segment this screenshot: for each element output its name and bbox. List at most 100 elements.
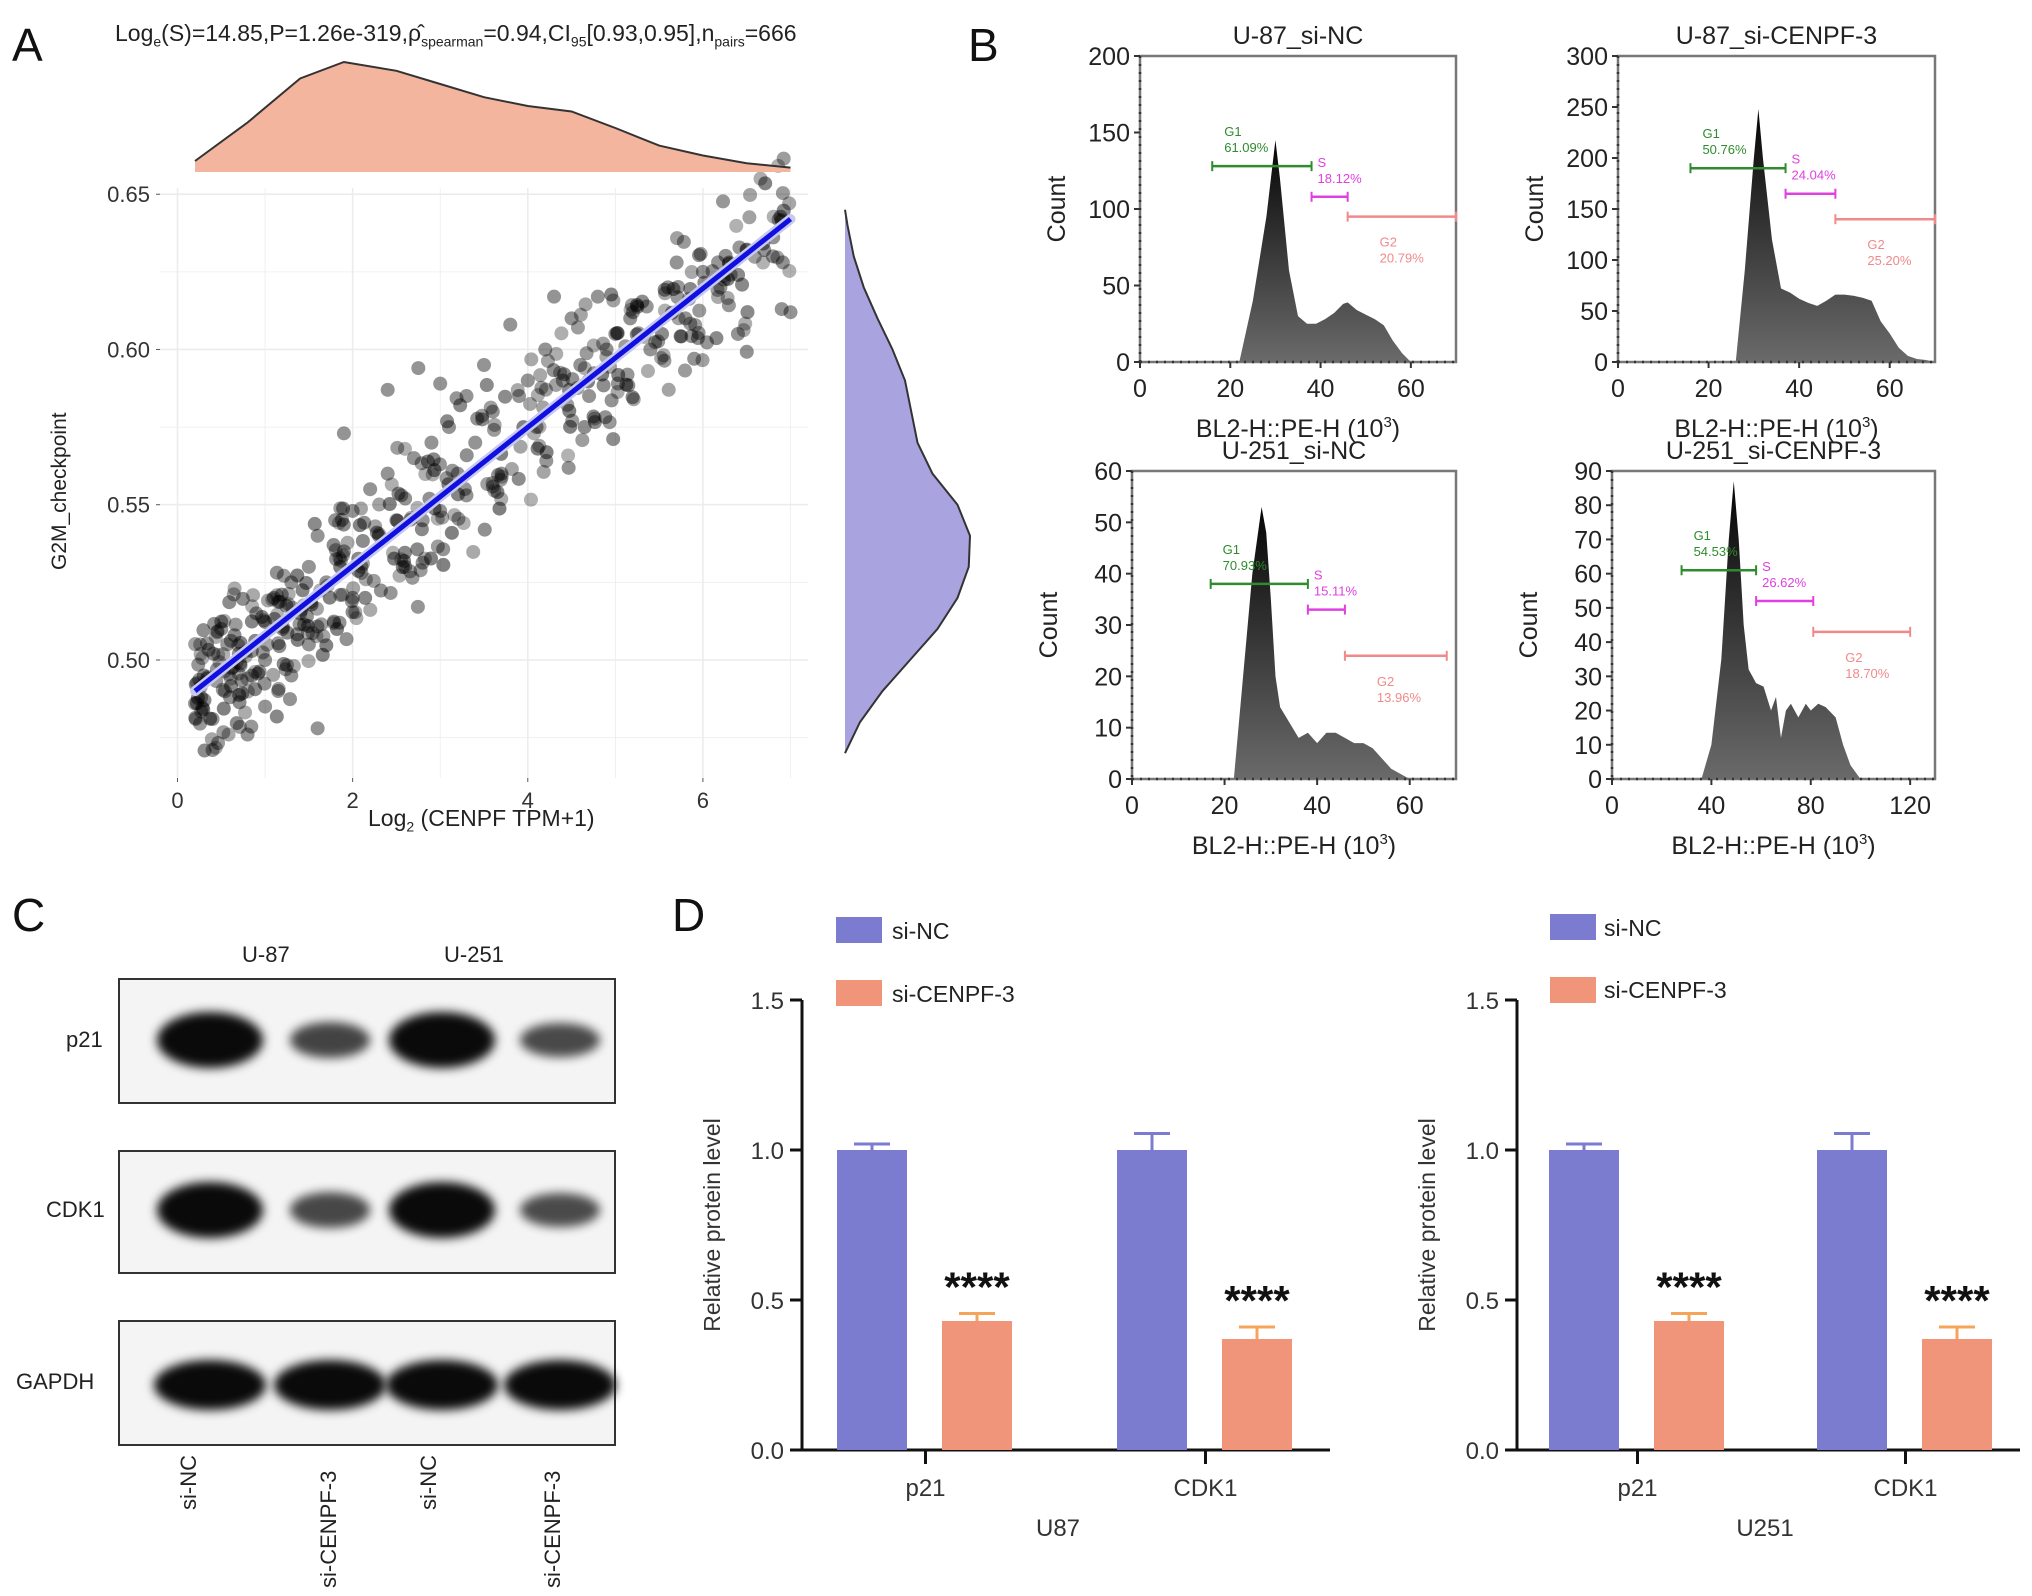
y-tick-label: 150 xyxy=(1566,196,1608,224)
scatter-point xyxy=(604,287,619,302)
scatter-point xyxy=(290,568,305,583)
scatter-point xyxy=(295,583,310,598)
scatter-point xyxy=(238,705,253,720)
y-tick-label: 1.5 xyxy=(751,988,784,1015)
scatter-plot: 0 2 4 6 0.50 0.55 0.60 0.65 xyxy=(107,151,808,813)
scatter-point xyxy=(554,326,569,341)
scatter-point xyxy=(523,396,538,411)
gate-name: G1 xyxy=(1694,528,1711,543)
scatter-point xyxy=(301,619,316,634)
histogram-title: U-251_si-CENPF-3 xyxy=(1666,437,1881,465)
bar-si-cenpf-3 xyxy=(1654,1321,1724,1450)
scatter-stats-title: Loge(S)=14.85,P=1.26e-319,ρ̂spearman=0.9… xyxy=(115,20,797,50)
scatter-point xyxy=(673,329,688,344)
scatter-point xyxy=(196,623,211,638)
scatter-point xyxy=(366,573,381,588)
scatter-point xyxy=(394,488,409,503)
scatter-point xyxy=(305,626,320,641)
scatter-point xyxy=(410,599,425,614)
scatter-point xyxy=(625,390,640,405)
scatter-point xyxy=(555,373,570,388)
y-tick-label: 0.5 xyxy=(751,1288,784,1315)
scatter-point xyxy=(643,342,658,357)
scatter-point xyxy=(279,658,294,673)
scatter-point xyxy=(290,632,305,647)
blot-band-p21 xyxy=(389,1012,495,1068)
scatter-point xyxy=(445,463,460,478)
title-sub: spearman xyxy=(421,33,484,50)
gate-name: S xyxy=(1318,155,1327,170)
scatter-point xyxy=(503,317,518,332)
scatter-point xyxy=(579,346,594,361)
x-tick-label: 40 xyxy=(1307,375,1335,403)
scatter-point xyxy=(539,453,554,468)
y-tick-label: 0 xyxy=(1594,349,1608,377)
scatter-point xyxy=(693,246,708,261)
histogram-ylabel: Count xyxy=(1515,592,1543,659)
scatter-point xyxy=(380,466,395,481)
scatter-point xyxy=(358,590,373,605)
bar-si-nc xyxy=(1549,1150,1619,1450)
scatter-point xyxy=(211,647,226,662)
title-sub: 95 xyxy=(570,33,587,50)
scatter-point xyxy=(530,441,545,456)
scatter-point xyxy=(608,326,623,341)
scatter-point xyxy=(332,615,347,630)
scatter-point xyxy=(413,563,428,578)
regression-line xyxy=(193,217,793,694)
scatter-point xyxy=(625,305,640,320)
scatter-point xyxy=(336,517,351,532)
y-tick-label: 0.65 xyxy=(107,182,150,207)
scatter-point xyxy=(538,342,553,357)
scatter-point xyxy=(252,664,267,679)
scatter-point xyxy=(533,368,548,383)
scatter-point xyxy=(629,298,644,313)
scatter-point xyxy=(193,647,208,662)
scatter-point xyxy=(770,250,785,265)
scatter-point xyxy=(657,353,672,368)
x-tick-label: 6 xyxy=(697,788,709,813)
blot-row-label-gapdh: GAPDH xyxy=(16,1369,95,1394)
x-tick-label: 60 xyxy=(1876,375,1904,403)
histogram-area xyxy=(1735,109,1935,362)
scatter-point xyxy=(188,637,203,652)
scatter-point xyxy=(610,325,625,340)
x-tick-label: 40 xyxy=(1697,792,1725,820)
scatter-point xyxy=(316,629,331,644)
scatter-point xyxy=(577,361,592,376)
scatter-point xyxy=(718,248,733,263)
scatter-point xyxy=(586,338,601,353)
scatter-point xyxy=(548,377,563,392)
blot-band-p21 xyxy=(157,1012,263,1068)
scatter-point xyxy=(639,299,654,314)
scatter-point xyxy=(740,305,755,320)
y-tick-label: 150 xyxy=(1088,120,1130,148)
scatter-point xyxy=(391,486,406,501)
scatter-point xyxy=(273,594,288,609)
scatter-point xyxy=(332,550,347,565)
scatter-point xyxy=(246,588,261,603)
scatter-point xyxy=(382,497,397,512)
gate-name: G2 xyxy=(1380,235,1397,250)
y-tick-label: 0.55 xyxy=(107,493,150,518)
x-tick-label: 0 xyxy=(171,788,183,813)
scatter-point xyxy=(432,457,447,472)
scatter-point xyxy=(538,382,553,397)
legend-label-si-nc: si-NC xyxy=(892,918,950,944)
bar-si-cenpf-3 xyxy=(1922,1339,1992,1450)
scatter-point xyxy=(630,299,645,314)
scatter-point xyxy=(573,358,588,372)
scatter-point xyxy=(271,594,286,609)
scatter-point xyxy=(721,298,736,313)
scatter-point xyxy=(201,642,216,657)
scatter-point xyxy=(208,629,223,644)
scatter-point xyxy=(491,468,506,483)
scatter-point xyxy=(329,551,344,566)
y-tick-label: 50 xyxy=(1094,509,1122,537)
gate-name: S xyxy=(1314,568,1323,583)
scatter-point xyxy=(251,666,266,681)
scatter-point xyxy=(433,503,448,518)
scatter-point xyxy=(427,463,442,478)
lane-label: si-CENPF-3 xyxy=(316,1470,341,1588)
blot-band-gapdh xyxy=(504,1360,616,1410)
